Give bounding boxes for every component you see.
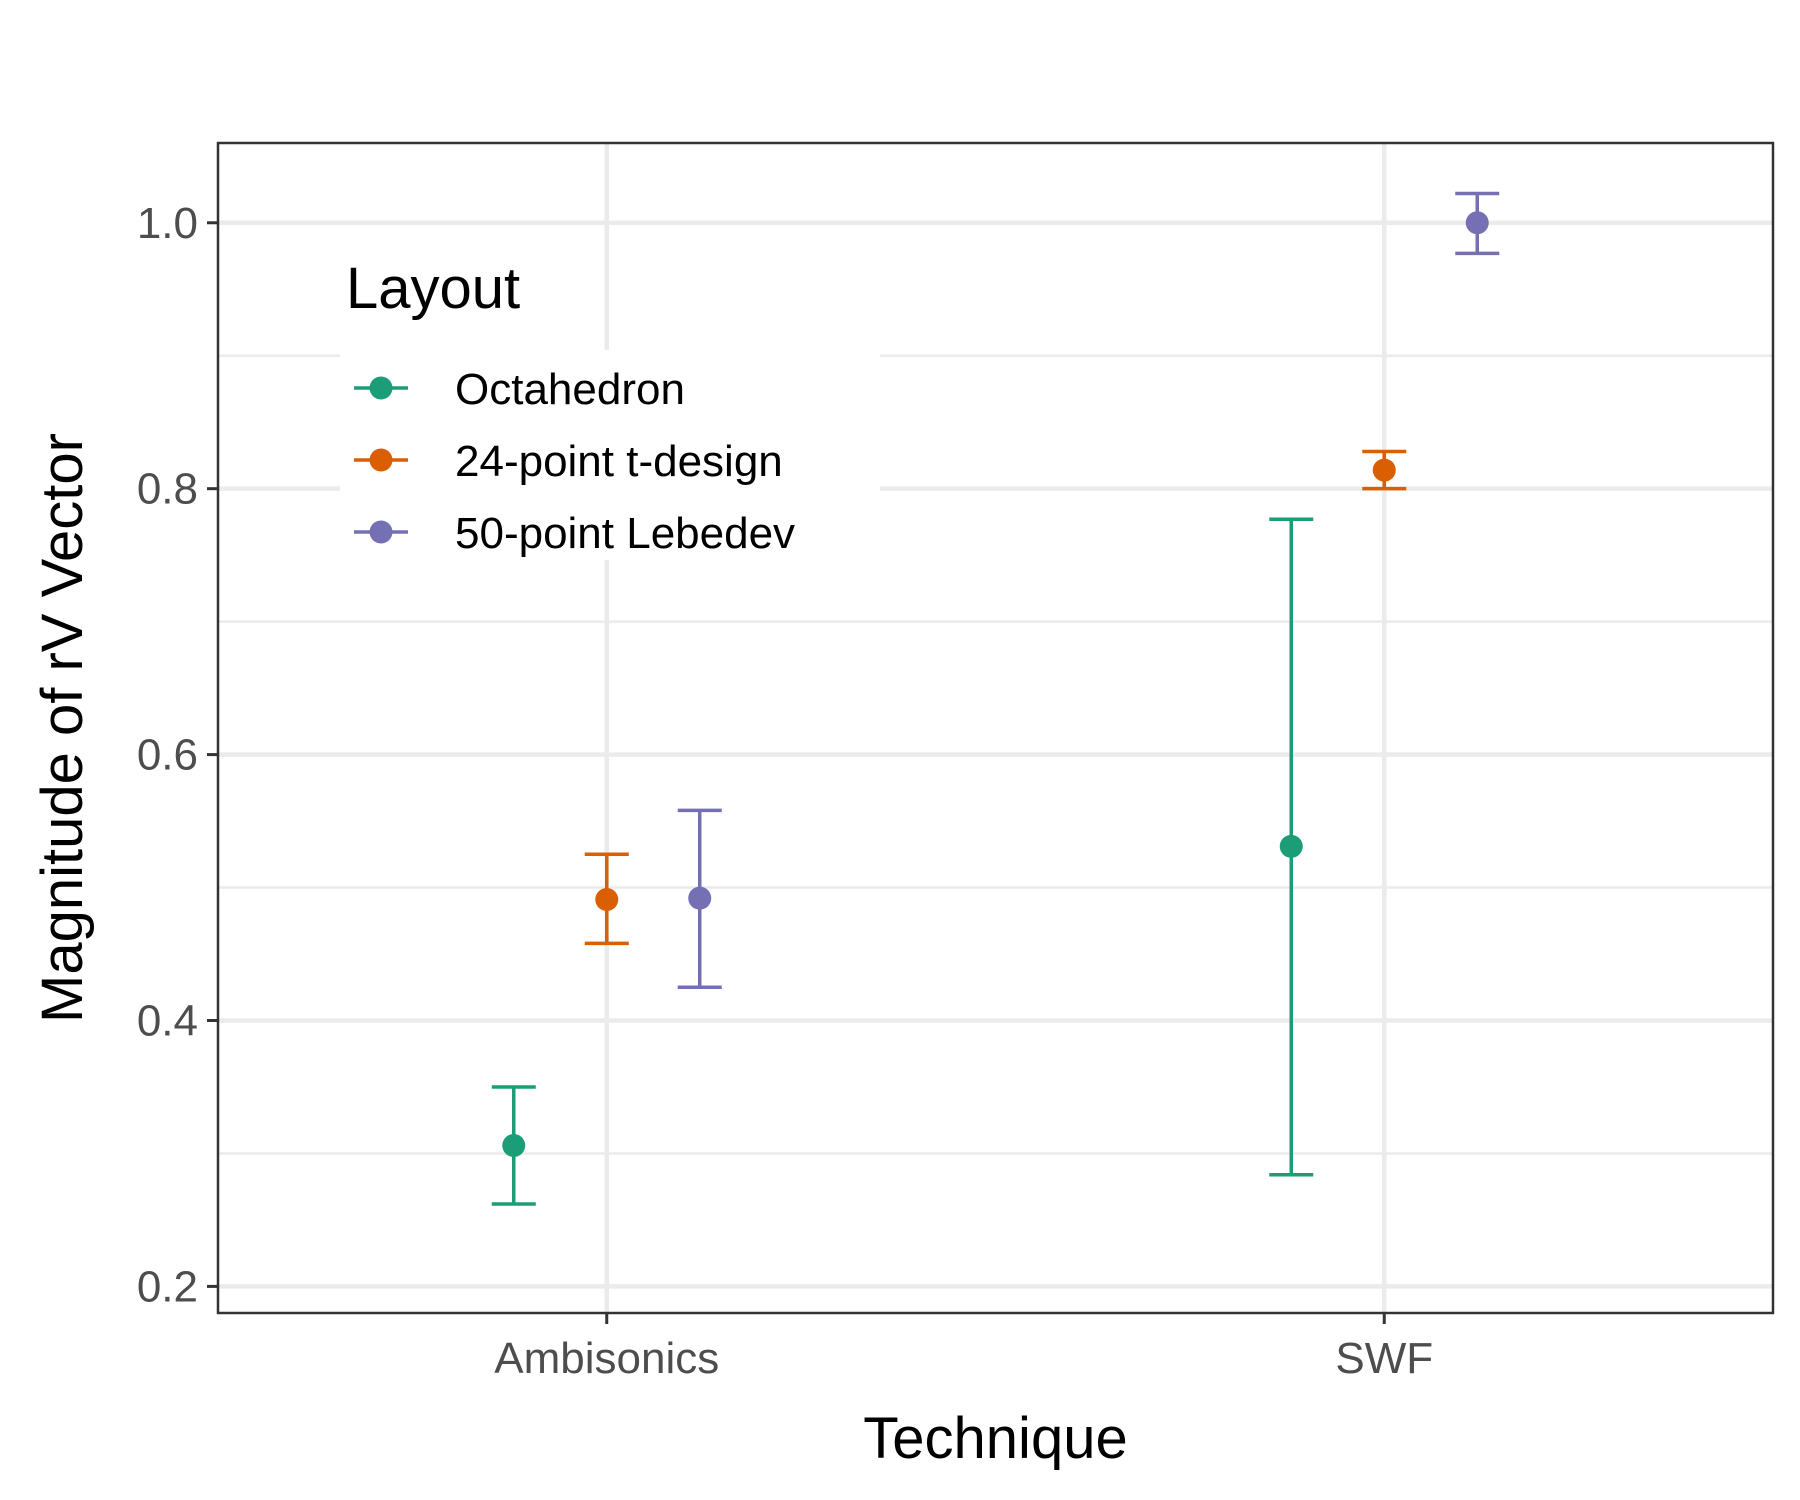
y-tick-label: 1.0	[137, 199, 198, 248]
series-24-point-t-design	[584, 449, 1407, 946]
legend-items: Octahedron 24-point t-design 50-point Lebe…	[354, 365, 795, 558]
x-tick-label: SWF	[1335, 1334, 1433, 1383]
legend-key-point	[369, 520, 393, 544]
y-axis-title: Magnitude of rV Vector	[30, 433, 95, 1023]
series-50-point-lebedev	[677, 191, 1500, 990]
legend-key-point	[369, 376, 393, 400]
legend-title: Layout	[346, 256, 520, 321]
legend-item: 24-point t-design	[354, 437, 783, 486]
y-tick-label: 0.2	[137, 1262, 198, 1311]
legend-label: 50-point Lebedev	[455, 509, 795, 558]
data-point	[1372, 458, 1396, 482]
data-point	[1279, 834, 1303, 858]
data-point	[1465, 211, 1489, 235]
legend-background	[340, 350, 880, 560]
x-axis-title: Technique	[863, 1406, 1127, 1471]
y-tick-label: 0.4	[137, 997, 198, 1046]
data-point	[502, 1133, 526, 1157]
legend-label: Octahedron	[455, 365, 685, 414]
legend: Layout Octahedron 24-point t-design 50-poi…	[340, 256, 880, 560]
data-point	[688, 886, 712, 910]
legend-item: Octahedron	[354, 365, 685, 414]
panel-border	[216, 141, 1775, 1315]
x-tick-label: Ambisonics	[494, 1334, 719, 1383]
axes: 0.2 0.4 0.6 0.8 1.0 Ambisonics SWF	[137, 199, 1433, 1383]
y-tick-label: 0.8	[137, 465, 198, 514]
y-tick-label: 0.6	[137, 731, 198, 780]
data-marks	[491, 191, 1500, 1206]
legend-key-point	[369, 448, 393, 472]
legend-label: 24-point t-design	[455, 437, 783, 486]
legend-item: 50-point Lebedev	[354, 509, 795, 558]
series-octahedron	[491, 517, 1314, 1206]
data-point	[595, 888, 619, 912]
